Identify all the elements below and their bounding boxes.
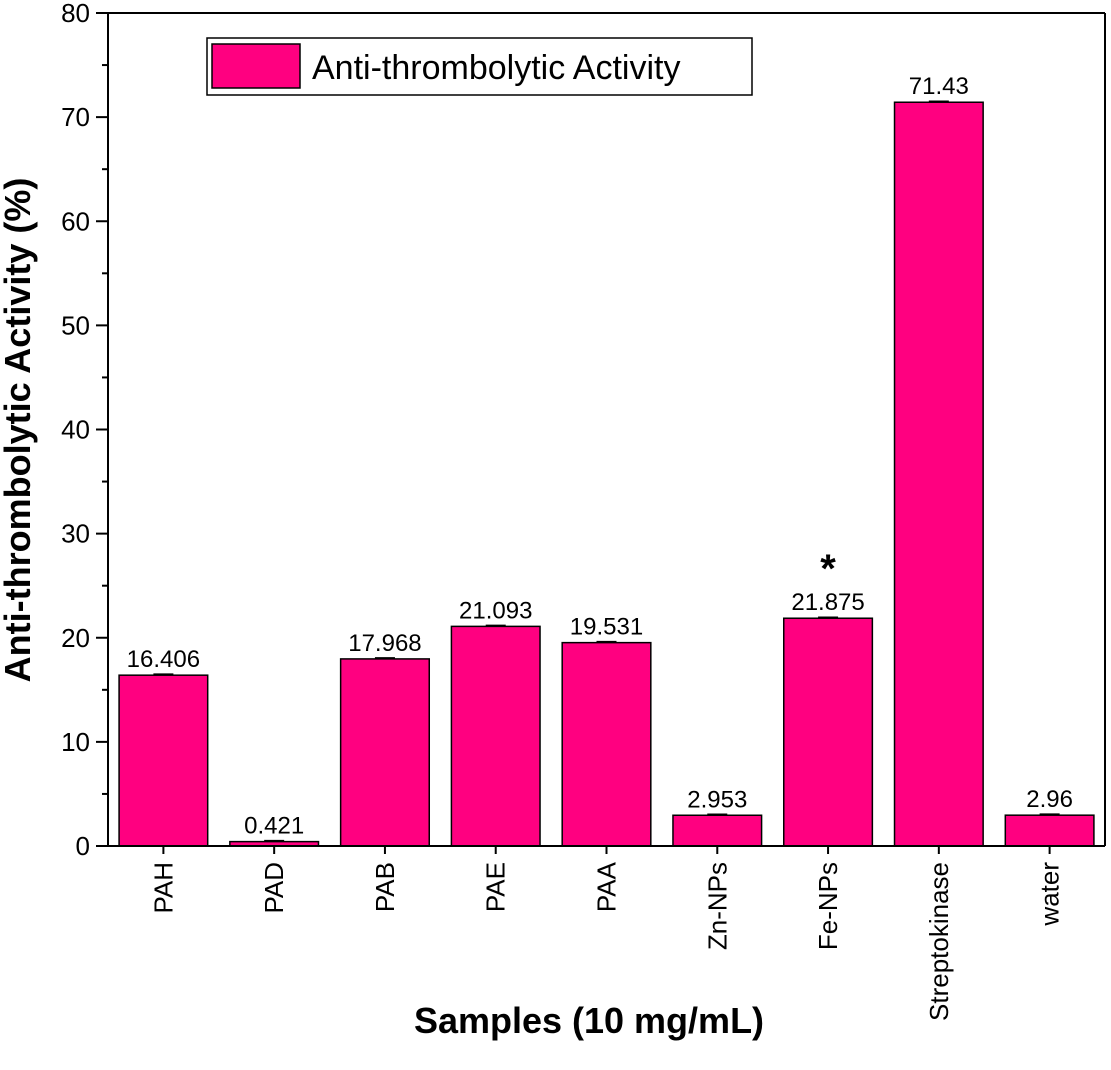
x-tick-label: Zn-NPs bbox=[702, 862, 732, 950]
y-tick-label: 40 bbox=[61, 415, 90, 445]
x-tick-label: PAH bbox=[148, 862, 178, 914]
bar-paa bbox=[561, 641, 652, 847]
y-axis-title: Anti-thrombolytic Activity (%) bbox=[0, 178, 38, 683]
data-label: 16.406 bbox=[127, 646, 200, 673]
x-tick-label: PAE bbox=[481, 862, 511, 912]
y-tick-label: 10 bbox=[61, 727, 90, 757]
data-label: 0.421 bbox=[244, 813, 304, 840]
bar-pae bbox=[450, 625, 541, 847]
y-tick-label: 30 bbox=[61, 519, 90, 549]
data-label: 71.43 bbox=[909, 73, 969, 100]
y-tick-label: 20 bbox=[61, 623, 90, 653]
data-label: 21.093 bbox=[459, 597, 532, 624]
data-labels: 16.406 0.421 17.968 21.093 19.531 2.953 21.875… bbox=[127, 73, 1073, 839]
y-tick-label: 80 bbox=[61, 0, 90, 28]
bar-streptokinase bbox=[893, 101, 984, 847]
data-label: 21.875 bbox=[791, 589, 864, 616]
x-tick-labels: PAH PAD PAB PAE PAA Zn-NPs Fe-NPs Streptokinase… bbox=[148, 861, 1064, 1021]
x-tick-label: Fe-NPs bbox=[813, 862, 843, 950]
bars bbox=[118, 100, 1095, 847]
bar-pab bbox=[339, 658, 431, 847]
y-tick-label: 70 bbox=[61, 102, 90, 132]
axes: 0 10 20 30 40 50 60 70 80 bbox=[61, 0, 1106, 861]
y-tick-label: 60 bbox=[61, 206, 90, 236]
y-tick-label: 0 bbox=[76, 831, 90, 861]
x-tick-label: PAB bbox=[370, 862, 400, 912]
bar-water bbox=[1004, 814, 1095, 847]
x-tick-label: PAD bbox=[259, 862, 289, 914]
significance-marker: * bbox=[820, 547, 836, 591]
x-axis-title: Samples (10 mg/mL) bbox=[414, 1000, 764, 1041]
legend-label: Anti-thrombolytic Activity bbox=[312, 49, 680, 87]
bar-pah bbox=[118, 674, 209, 847]
legend-swatch bbox=[211, 43, 301, 89]
bar-fe-nps bbox=[782, 617, 874, 847]
data-label: 2.953 bbox=[687, 786, 747, 813]
data-label: 17.968 bbox=[348, 630, 421, 657]
data-label: 19.531 bbox=[570, 614, 643, 641]
x-tick-label: water bbox=[1035, 862, 1065, 927]
y-tick-label: 50 bbox=[61, 310, 90, 340]
data-label: 2.96 bbox=[1026, 786, 1073, 813]
x-tick-label: Streptokinase bbox=[924, 862, 954, 1021]
bar-zn-nps bbox=[672, 814, 763, 847]
legend: Anti-thrombolytic Activity bbox=[206, 37, 753, 96]
x-tick-label: PAA bbox=[592, 861, 622, 912]
